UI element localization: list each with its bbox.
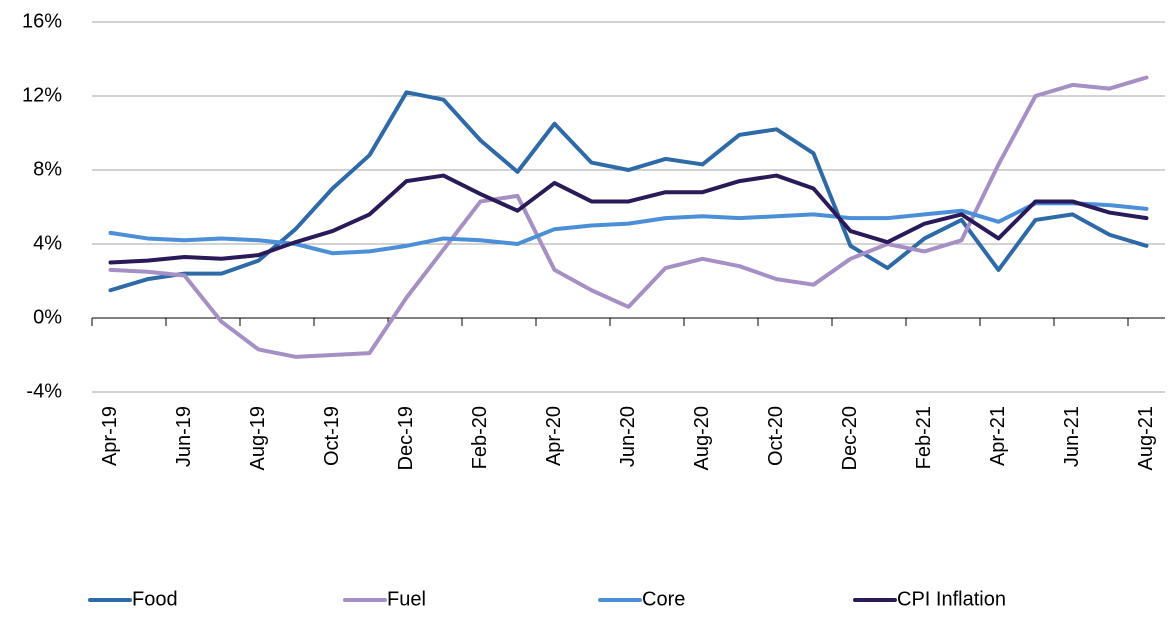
series-line	[108, 173, 1149, 265]
y-tick-label: 16%	[22, 10, 62, 32]
x-tick-label: Jun-19	[173, 406, 195, 467]
x-tick-label: Dec-19	[395, 406, 417, 470]
y-tick-label: 12%	[22, 84, 62, 106]
x-tick-label: Apr-20	[543, 406, 565, 466]
legend-label: Core	[642, 588, 685, 610]
y-tick-label: 8%	[33, 158, 62, 180]
series-line	[108, 75, 1149, 359]
series-line	[108, 90, 1149, 293]
x-tick-label: Feb-21	[913, 406, 935, 469]
x-tick-label: Jun-20	[617, 406, 639, 467]
y-tick-label: 4%	[33, 232, 62, 254]
x-tick-label: Oct-20	[765, 406, 787, 466]
legend-label: Fuel	[387, 588, 426, 610]
x-tick-label: Jun-21	[1061, 406, 1083, 467]
legend-label: CPI Inflation	[897, 588, 1006, 610]
legend-label: Food	[132, 588, 178, 610]
x-tick-label: Feb-20	[469, 406, 491, 469]
y-tick-label: 0%	[33, 306, 62, 328]
x-tick-label: Aug-20	[691, 406, 713, 471]
series-line	[108, 201, 1149, 256]
x-tick-label: Dec-20	[839, 406, 861, 470]
y-tick-label: -4%	[26, 380, 62, 402]
x-tick-label: Oct-19	[321, 406, 343, 466]
x-tick-label: Aug-21	[1135, 406, 1157, 471]
x-tick-label: Aug-19	[247, 406, 269, 471]
x-tick-label: Apr-19	[99, 406, 121, 466]
x-tick-label: Apr-21	[987, 406, 1009, 466]
